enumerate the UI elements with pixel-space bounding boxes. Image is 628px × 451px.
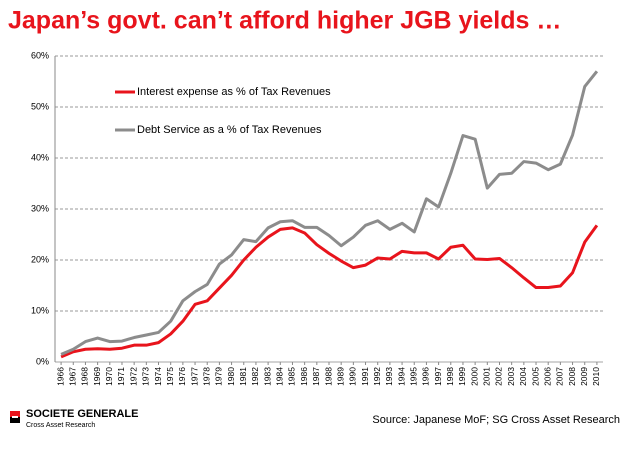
y-tick-label: 40% [31,152,49,162]
x-tick-label: 1997 [433,367,443,386]
x-tick-label: 1980 [226,367,236,386]
x-tick-label: 1981 [238,367,248,386]
x-tick-label: 2007 [555,367,565,386]
x-tick-label: 1978 [201,367,211,386]
x-tick-label: 1975 [165,367,175,386]
x-tick-label: 1982 [250,367,260,386]
y-tick-label: 30% [31,203,49,213]
x-tick-label: 1998 [445,367,455,386]
chart-title: Japan’s govt. can’t afford higher JGB yi… [8,7,561,35]
x-tick-label: 1973 [141,367,151,386]
x-tick-label: 1968 [80,367,90,386]
x-tick-label: 2008 [567,367,577,386]
x-tick-label: 1984 [275,367,285,386]
x-tick-label: 1988 [323,367,333,386]
x-tick-label: 1987 [311,367,321,386]
x-tick-label: 1977 [189,367,199,386]
x-tick-label: 1985 [287,367,297,386]
x-tick-label: 1969 [92,367,102,386]
legend-label: Debt Service as a % of Tax Revenues [137,124,322,136]
x-tick-label: 2004 [518,367,528,386]
x-tick-label: 1996 [421,367,431,386]
x-tick-label: 2002 [494,367,504,386]
x-tick-label: 1993 [384,367,394,386]
x-tick-label: 1986 [299,367,309,386]
x-tick-label: 1966 [55,367,65,386]
x-tick-label: 1970 [104,367,114,386]
brand-unit: Cross Asset Research [26,422,95,429]
x-tick-label: 1979 [214,367,224,386]
x-tick-label: 1971 [116,367,126,386]
x-tick-label: 1967 [68,367,78,386]
y-tick-label: 50% [31,101,49,111]
y-tick-label: 60% [31,50,49,60]
series-line [60,224,599,359]
x-tick-label: 1992 [372,367,382,386]
x-tick-label: 1972 [128,367,138,386]
x-tick-label: 1991 [360,367,370,386]
x-tick-label: 1995 [408,367,418,386]
x-tick-label: 2001 [482,367,492,386]
y-tick-label: 10% [31,305,49,315]
legend-label: Interest expense as % of Tax Revenues [137,86,331,98]
x-tick-label: 1994 [396,367,406,386]
brand: SOCIETE GENERALE [26,408,138,420]
y-tick-label: 0% [36,356,49,366]
x-tick-label: 2003 [506,367,516,386]
x-tick-label: 1974 [153,367,163,386]
x-tick-label: 1999 [457,367,467,386]
x-tick-label: 1990 [348,367,358,386]
x-tick-label: 2010 [591,367,601,386]
x-tick-label: 1983 [262,367,272,386]
x-tick-label: 2005 [530,367,540,386]
x-tick-label: 1976 [177,367,187,386]
logo [10,411,20,423]
y-tick-label: 20% [31,254,49,264]
x-tick-label: 2009 [579,367,589,386]
series-line [60,70,599,356]
x-tick-label: 1989 [335,367,345,386]
x-tick-label: 2006 [542,367,552,386]
source: Source: Japanese MoF; SG Cross Asset Res… [372,414,620,426]
x-tick-label: 2000 [469,367,479,386]
